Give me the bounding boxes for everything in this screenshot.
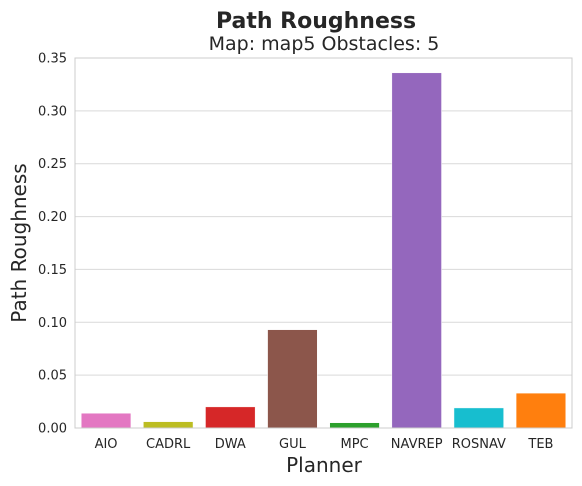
plot-frame — [74, 57, 573, 429]
y-axis-label: Path Roughness — [7, 163, 31, 322]
x-tick-labels: AIO CADRL DWA GUL MPC NAVREP ROSNAV TEB — [95, 437, 554, 452]
x-tick-label: AIO — [95, 437, 118, 452]
x-axis-label: Planner — [286, 453, 363, 477]
bar-mpc — [329, 422, 380, 429]
x-tick-label: GUL — [279, 437, 307, 452]
bar-gul — [267, 329, 318, 429]
y-tick-label: 0.00 — [38, 422, 67, 437]
x-tick-label: MPC — [340, 437, 368, 452]
y-tick-label: 0.30 — [38, 104, 67, 119]
bar-rosnav — [453, 407, 504, 429]
bars — [80, 72, 567, 429]
y-tick-label: 0.10 — [38, 316, 67, 331]
y-tick-label: 0.20 — [38, 210, 67, 225]
x-tick-label: CADRL — [146, 437, 191, 452]
x-tick-label: ROSNAV — [452, 437, 506, 452]
y-tick-label: 0.15 — [38, 263, 67, 278]
chart-title: Path Roughness — [216, 9, 416, 34]
x-tick-label: TEB — [527, 437, 553, 452]
bar-aio — [80, 412, 132, 429]
y-tick-label: 0.35 — [38, 52, 67, 67]
chart-subtitle: Map: map5 Obstacles: 5 — [209, 33, 440, 55]
y-tick-label: 0.25 — [38, 157, 67, 172]
bar-teb — [515, 392, 567, 429]
y-tick-labels: 0.00 0.05 0.10 0.15 0.20 0.25 0.30 0.35 — [38, 52, 67, 437]
bar-cadrl — [143, 421, 194, 429]
x-tick-label: DWA — [215, 437, 246, 452]
y-gridlines — [75, 57, 572, 429]
x-tick-label: NAVREP — [391, 437, 443, 452]
y-tick-label: 0.05 — [38, 369, 67, 384]
bar-dwa — [205, 406, 256, 429]
bar-navrep — [391, 72, 442, 429]
